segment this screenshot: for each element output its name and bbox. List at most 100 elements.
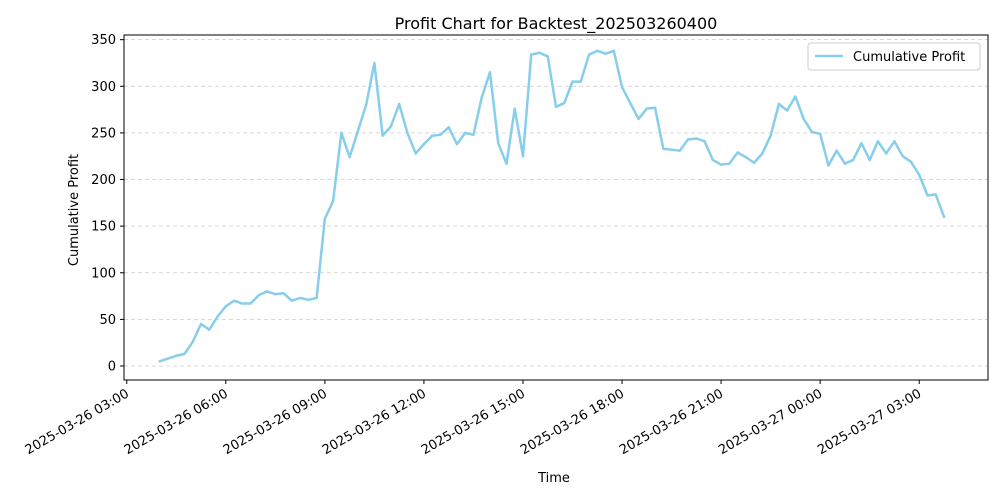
data-point — [488, 71, 492, 74]
legend-label: Cumulative Profit — [853, 50, 965, 65]
data-point — [505, 162, 508, 165]
data-point — [728, 162, 731, 165]
data-point — [331, 199, 335, 203]
data-point — [835, 149, 838, 152]
data-point — [802, 117, 805, 121]
y-tick-label: 50 — [99, 313, 116, 328]
data-point — [860, 141, 863, 145]
y-axis-ticks: 0 50 100 150 200 250 300 350 — [91, 33, 124, 375]
data-point — [381, 134, 384, 137]
data-point — [752, 161, 756, 164]
data-point — [719, 163, 723, 166]
data-point — [818, 132, 822, 136]
data-point — [364, 103, 368, 107]
data-point — [901, 155, 904, 158]
data-point — [232, 299, 236, 302]
data-point — [406, 131, 409, 135]
data-point — [315, 296, 318, 300]
data-point — [373, 61, 376, 65]
data-point — [695, 137, 698, 140]
data-point — [653, 106, 657, 109]
data-point — [439, 133, 442, 136]
data-point — [307, 298, 310, 302]
data-point — [596, 49, 599, 53]
data-point — [604, 52, 607, 55]
data-point — [175, 354, 178, 357]
data-point — [389, 125, 393, 128]
data-point — [620, 86, 624, 89]
data-point — [851, 158, 855, 162]
data-point — [480, 96, 483, 99]
data-point — [521, 155, 525, 158]
data-point — [612, 49, 615, 53]
data-point — [397, 102, 401, 106]
data-point — [497, 141, 500, 145]
data-point — [323, 217, 327, 220]
grid-lines — [124, 39, 988, 367]
data-point — [736, 151, 739, 154]
data-point — [893, 140, 896, 143]
data-point — [472, 133, 475, 136]
data-point — [530, 53, 533, 56]
data-point — [703, 140, 706, 143]
data-point — [546, 55, 549, 58]
data-point — [777, 102, 781, 106]
data-point — [538, 51, 541, 54]
data-point — [711, 158, 715, 162]
data-point — [257, 293, 261, 297]
data-point — [744, 155, 748, 159]
y-tick-label: 200 — [91, 173, 116, 188]
data-point — [884, 152, 888, 155]
axes-frame — [123, 34, 989, 381]
data-point — [430, 134, 434, 137]
data-point — [579, 80, 582, 83]
data-point — [571, 80, 574, 83]
series-points — [158, 49, 946, 363]
data-point — [216, 315, 219, 318]
data-point — [513, 107, 516, 110]
data-point — [224, 305, 228, 308]
data-point — [794, 95, 797, 98]
data-point — [340, 131, 343, 135]
data-point — [645, 107, 649, 110]
data-point — [463, 131, 467, 135]
data-point — [918, 173, 921, 177]
data-point — [422, 142, 426, 146]
y-axis-label: Cumulative Profit — [67, 154, 82, 266]
data-point — [827, 164, 830, 167]
x-axis-label: Time — [537, 471, 570, 486]
data-point — [629, 101, 632, 105]
y-tick-label: 100 — [91, 266, 116, 281]
y-tick-label: 0 — [108, 360, 116, 375]
y-tick-label: 250 — [91, 126, 116, 141]
data-point — [785, 109, 789, 112]
legend: Cumulative Profit — [807, 42, 981, 71]
data-point — [554, 105, 558, 108]
data-point — [356, 129, 360, 133]
data-point — [670, 148, 673, 151]
data-point — [637, 117, 640, 121]
data-point — [926, 194, 929, 197]
data-point — [447, 126, 450, 129]
data-point — [158, 360, 161, 363]
series-layer — [158, 49, 946, 363]
data-point — [662, 147, 665, 150]
data-point — [166, 357, 170, 360]
data-point — [208, 328, 211, 331]
series-line-cumulative-profit — [158, 49, 946, 363]
data-point — [563, 101, 566, 105]
data-point — [455, 142, 459, 146]
data-point — [769, 134, 772, 137]
data-point — [265, 290, 269, 293]
y-tick-label: 300 — [91, 80, 116, 95]
data-point — [191, 340, 194, 343]
legend-box — [807, 42, 981, 71]
data-point — [282, 292, 285, 295]
data-point — [249, 302, 252, 305]
y-tick-label: 150 — [91, 220, 116, 235]
y-tick-label: 350 — [91, 33, 116, 48]
data-point — [414, 152, 417, 155]
data-point — [761, 152, 764, 155]
